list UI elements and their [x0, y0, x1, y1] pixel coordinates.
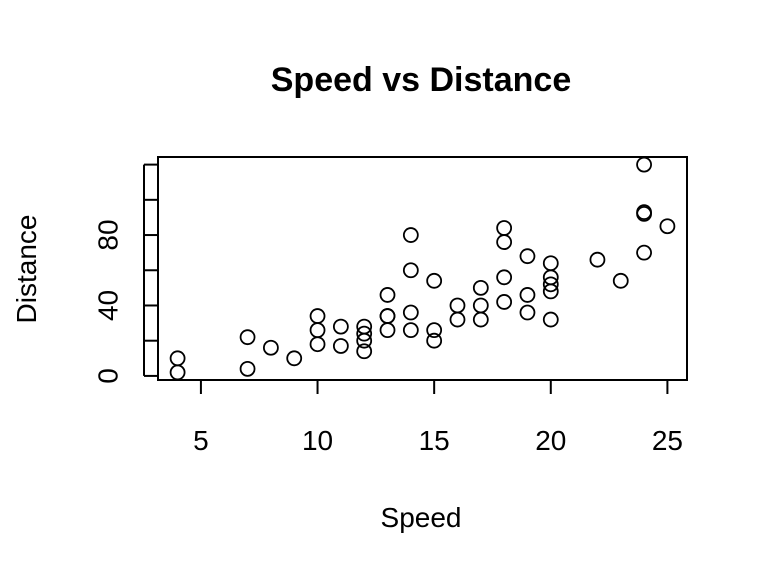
data-point [356, 343, 373, 360]
data-point [636, 244, 652, 261]
data-point [402, 227, 419, 243]
data-point [496, 294, 513, 310]
x-tick-label: 5 [193, 425, 209, 456]
data-point [426, 332, 443, 349]
data-point [332, 318, 349, 335]
data-point [472, 297, 489, 314]
data-point [402, 262, 419, 279]
data-point [239, 329, 256, 346]
data-point [519, 287, 536, 303]
data-point [542, 311, 559, 328]
data-point [472, 311, 489, 328]
data-point [426, 272, 443, 289]
data-point [379, 322, 396, 339]
data-point [589, 251, 606, 268]
data-points [169, 156, 676, 381]
data-point [286, 350, 303, 367]
data-point [449, 297, 466, 314]
x-tick-label: 10 [302, 425, 333, 456]
x-axis-label: Speed [381, 502, 462, 533]
data-point [379, 287, 396, 303]
data-point [542, 255, 559, 272]
data-point [356, 325, 373, 342]
data-point [402, 304, 419, 321]
data-point [309, 336, 326, 353]
y-tick-label: 80 [93, 219, 124, 250]
data-point [449, 311, 466, 328]
data-point [542, 276, 559, 293]
data-point [496, 220, 513, 236]
plot-frame [157, 156, 688, 381]
data-point [426, 322, 443, 339]
data-point [356, 318, 373, 335]
y-tick-label: 0 [93, 368, 124, 384]
y-axis: 0 40 80 [93, 163, 158, 384]
y-tick-label: 40 [93, 290, 124, 321]
data-point [472, 279, 489, 296]
chart-title: Speed vs Distance [271, 61, 571, 99]
data-point [636, 156, 652, 173]
data-point [636, 204, 652, 221]
data-point [496, 269, 513, 286]
data-point [659, 218, 676, 235]
data-point [402, 322, 419, 339]
data-point [519, 304, 536, 321]
data-point [309, 322, 326, 339]
data-point [169, 364, 186, 381]
x-tick-label: 25 [652, 425, 683, 456]
x-axis: 5 10 15 20 25 [193, 379, 683, 456]
data-point [262, 339, 279, 356]
x-tick-label: 15 [419, 425, 450, 456]
data-point [309, 308, 326, 324]
data-point [496, 234, 513, 250]
y-axis-label: Distance [11, 215, 42, 324]
data-point [169, 350, 186, 367]
data-point [332, 338, 349, 354]
data-point [612, 272, 629, 289]
data-point [239, 360, 256, 377]
x-tick-label: 20 [535, 425, 566, 456]
data-point [379, 308, 396, 324]
data-point [519, 248, 536, 265]
